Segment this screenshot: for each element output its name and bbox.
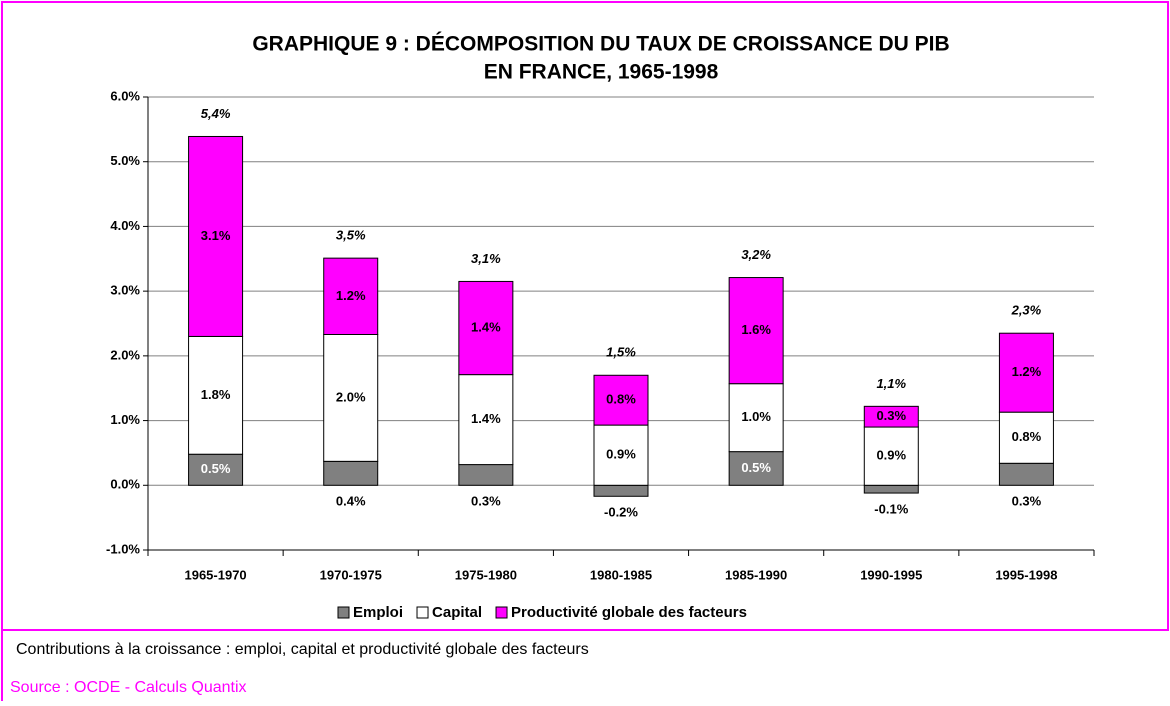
x-tick-label: 1995-1998 — [995, 567, 1057, 582]
legend-label: Capital — [432, 604, 482, 621]
legend-label: Emploi — [353, 604, 403, 621]
value-label: 0.8% — [606, 392, 636, 407]
y-tick-label: 5.0% — [110, 153, 140, 168]
y-tick-label: 0.0% — [110, 477, 140, 492]
value-label: 1.4% — [471, 411, 501, 426]
y-tick-label: 2.0% — [110, 347, 140, 362]
value-label: 1.4% — [471, 319, 501, 334]
chart-title: GRAPHIQUE 9 : DÉCOMPOSITION DU TAUX DE C… — [252, 33, 949, 56]
value-label: 0.5% — [201, 461, 231, 476]
total-label: 2,3% — [1011, 303, 1042, 318]
bar-segment — [728, 277, 784, 385]
bar-segment — [458, 280, 514, 376]
bar-segment — [593, 484, 649, 497]
value-label: -0.1% — [874, 501, 908, 516]
value-label: 0.8% — [1012, 429, 1042, 444]
bar-segment — [998, 411, 1054, 464]
value-label: 0.4% — [336, 494, 366, 509]
chart-frame — [1, 1, 1169, 631]
bar-segment — [323, 257, 379, 336]
bar-segment — [863, 484, 919, 494]
value-label: -0.2% — [604, 505, 638, 520]
caption: Contributions à la croissance : emploi, … — [16, 641, 589, 658]
value-label: 3.1% — [201, 228, 231, 243]
bar-segment — [188, 453, 244, 486]
legend-swatch — [416, 606, 429, 619]
x-tick-label: 1980-1985 — [590, 567, 652, 582]
value-label: 1.8% — [201, 387, 231, 402]
total-label: 5,4% — [201, 106, 231, 121]
bar-segment — [998, 462, 1054, 486]
total-label: 3,2% — [741, 247, 771, 262]
value-label: 1.0% — [741, 409, 771, 424]
x-tick-label: 1985-1990 — [725, 567, 787, 582]
x-tick-label: 1975-1980 — [455, 567, 517, 582]
value-label: 0.3% — [876, 408, 906, 423]
value-label: 1.2% — [336, 288, 366, 303]
bar-segment — [593, 424, 649, 486]
x-tick-label: 1970-1975 — [320, 567, 382, 582]
y-tick-label: -1.0% — [106, 541, 140, 556]
total-label: 3,1% — [471, 251, 501, 266]
chart-title: EN FRANCE, 1965-1998 — [484, 61, 719, 84]
source: Source : OCDE - Calculs Quantix — [10, 679, 247, 696]
bar-segment — [593, 374, 649, 426]
value-label: 0.3% — [471, 494, 501, 509]
total-label: 1,5% — [606, 345, 636, 360]
value-label: 0.9% — [606, 447, 636, 462]
bar-segment — [728, 383, 784, 453]
bar-segment — [323, 460, 379, 486]
bar-segment — [188, 135, 244, 337]
bar-segment — [863, 426, 919, 486]
x-tick-label: 1990-1995 — [860, 567, 922, 582]
value-label: 0.3% — [1012, 494, 1042, 509]
y-tick-label: 1.0% — [110, 412, 140, 427]
legend-swatch — [337, 606, 350, 619]
x-tick-label: 1965-1970 — [184, 567, 246, 582]
total-label: 3,5% — [336, 228, 366, 243]
bar-segment — [998, 332, 1054, 413]
legend-label: Productivité globale des facteurs — [511, 604, 747, 621]
y-tick-label: 6.0% — [110, 88, 140, 103]
value-label: 1.6% — [741, 322, 771, 337]
value-label: 0.9% — [876, 448, 906, 463]
bar-segment — [863, 405, 919, 428]
y-tick-label: 4.0% — [110, 218, 140, 233]
bar-segment — [458, 374, 514, 466]
value-label: 1.2% — [1012, 364, 1042, 379]
bar-segment — [323, 334, 379, 462]
bar-segment — [188, 335, 244, 455]
value-label: 2.0% — [336, 389, 366, 404]
y-tick-label: 3.0% — [110, 283, 140, 298]
bar-segment — [458, 464, 514, 486]
total-label: 1,1% — [876, 376, 906, 391]
legend-swatch — [495, 606, 508, 619]
bar-segment — [728, 451, 784, 486]
value-label: 0.5% — [741, 460, 771, 475]
